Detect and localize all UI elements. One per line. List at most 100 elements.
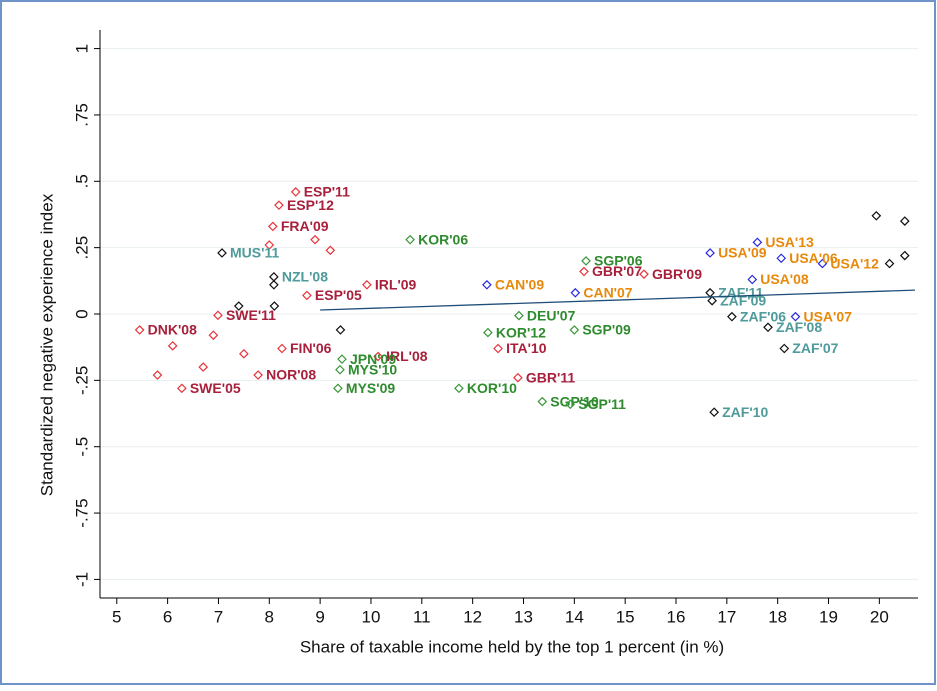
point [752, 237, 763, 248]
y-axis-title: Standardized negative experience index [37, 193, 56, 496]
point [167, 341, 178, 351]
point-label: IRL'09 [375, 277, 417, 293]
point-label: GBR'09 [652, 266, 702, 282]
point [569, 325, 580, 335]
point [269, 301, 280, 311]
point-label: FRA'09 [281, 218, 329, 234]
x-tick-label: 5 [112, 607, 121, 626]
point-label: USA'08 [760, 271, 809, 287]
point [268, 221, 278, 232]
x-tick-label: 9 [315, 607, 324, 626]
y-tick-label: .5 [72, 174, 91, 188]
point [335, 364, 345, 375]
y-tick-label: -.75 [72, 498, 91, 527]
point-label: MUS'11 [230, 245, 279, 261]
y-tick-label: .75 [72, 103, 91, 127]
point-label: USA'09 [718, 245, 767, 261]
point-label: KOR'12 [496, 324, 546, 340]
point-label: SWE'05 [190, 380, 241, 396]
point [290, 187, 301, 197]
point [134, 325, 145, 335]
point [513, 372, 523, 383]
point [705, 248, 715, 258]
x-tick-label: 12 [463, 607, 482, 626]
point-label: USA'06 [789, 250, 838, 266]
point-label: ZAF'07 [792, 340, 838, 356]
point-label: KOR'10 [467, 380, 517, 396]
point-label: IRL'08 [386, 348, 428, 364]
point [871, 210, 882, 221]
y-tick-label: 0 [72, 309, 91, 318]
point [269, 279, 279, 290]
x-tick-label: 7 [214, 607, 223, 626]
y-tick-label: 1 [72, 44, 91, 53]
x-axis-title: Share of taxable income held by the top … [300, 637, 724, 656]
point-label: NOR'08 [266, 367, 316, 383]
point [493, 343, 503, 354]
y-tick-label: -1 [72, 572, 91, 587]
point [537, 396, 548, 407]
x-tick-label: 19 [819, 607, 838, 626]
point-label: ESP'05 [315, 287, 362, 303]
point-label: ZAF'10 [722, 404, 768, 420]
point [899, 250, 910, 261]
point [483, 327, 493, 338]
point-label: USA'12 [830, 255, 879, 271]
point [233, 301, 244, 311]
point [579, 266, 589, 277]
point-label: ESP'11 [304, 184, 350, 200]
point-label: ITA'10 [506, 340, 547, 356]
point [817, 258, 828, 269]
point [776, 253, 787, 264]
point-label: DEU'07 [527, 307, 576, 323]
point [152, 370, 163, 380]
point-label: MYS'10 [348, 361, 397, 377]
point [362, 279, 372, 290]
point-label: ZAF'11 [718, 284, 764, 300]
point [405, 234, 415, 245]
x-tick-label: 8 [265, 607, 274, 626]
point [310, 234, 320, 245]
point [277, 343, 287, 354]
point [884, 258, 895, 269]
point [239, 348, 249, 359]
grid [100, 48, 918, 580]
point [727, 311, 737, 322]
point [373, 351, 383, 362]
point [482, 279, 492, 290]
point [325, 245, 336, 256]
point-label: USA'13 [765, 234, 814, 250]
point-label: SGP'09 [582, 322, 631, 338]
point [264, 240, 275, 250]
point-label: CAN'07 [583, 284, 632, 300]
point-label: JPN'09 [350, 351, 396, 367]
point [514, 310, 524, 321]
point [565, 399, 576, 410]
point-label: SWE'11 [226, 307, 276, 323]
point [274, 200, 284, 211]
point [581, 256, 591, 266]
point [198, 362, 209, 372]
point [709, 407, 719, 418]
point-label: KOR'06 [418, 231, 468, 247]
point-label: CAN'09 [495, 277, 544, 293]
point [454, 383, 464, 394]
x-tick-label: 14 [565, 607, 584, 626]
point [790, 311, 801, 322]
point [779, 343, 790, 354]
point [213, 310, 223, 321]
point-label: MYS'09 [346, 380, 395, 396]
point [639, 269, 649, 280]
point-label: GBR'07 [592, 263, 642, 279]
point-label: SGP'06 [594, 253, 643, 269]
point-label: SGP'11 [578, 396, 626, 412]
point-label: DNK'08 [148, 322, 197, 338]
point [570, 287, 581, 298]
x-tick-label: 11 [413, 607, 431, 626]
point-label: SGP'10 [550, 393, 599, 409]
x-tick-label: 20 [870, 607, 889, 626]
point [177, 383, 187, 394]
point [208, 330, 219, 341]
